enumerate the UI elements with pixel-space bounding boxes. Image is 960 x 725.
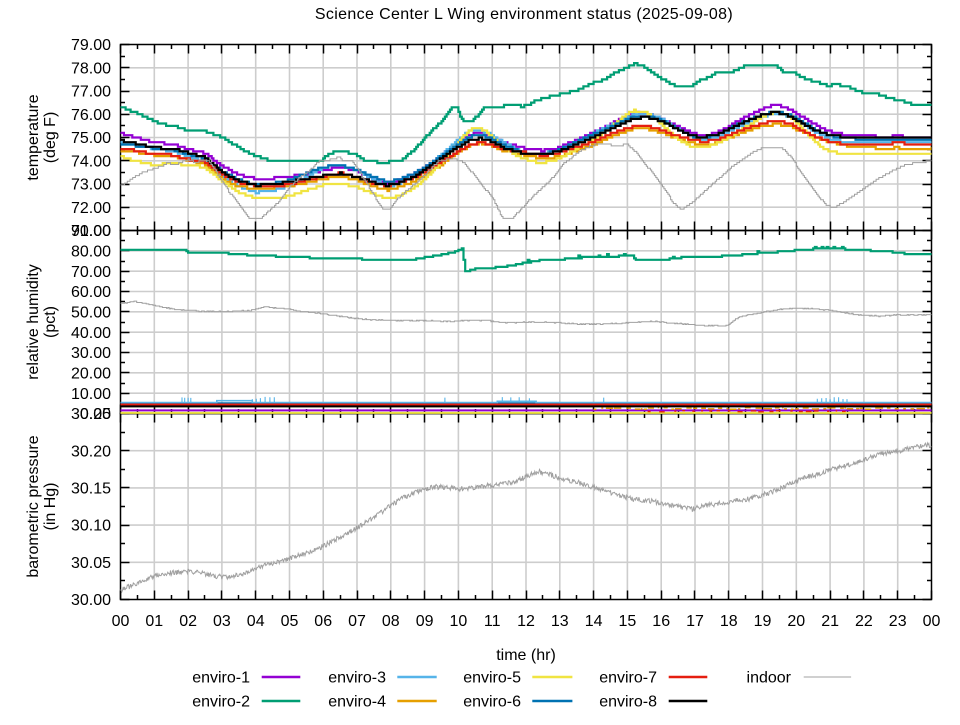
svg-text:30.20: 30.20: [71, 443, 111, 460]
svg-text:04: 04: [247, 613, 265, 630]
svg-text:00: 00: [112, 613, 130, 630]
svg-text:Science Center L Wing environm: Science Center L Wing environment status…: [315, 6, 733, 23]
svg-text:relative humidity: relative humidity: [25, 264, 42, 380]
svg-text:30.05: 30.05: [71, 555, 111, 572]
svg-text:19: 19: [754, 613, 772, 630]
svg-text:20.00: 20.00: [71, 365, 111, 382]
svg-text:enviro-1: enviro-1: [192, 670, 250, 687]
svg-text:30.15: 30.15: [71, 481, 111, 498]
svg-text:(pct): (pct): [42, 306, 59, 338]
svg-text:21: 21: [821, 613, 839, 630]
svg-text:enviro-3: enviro-3: [328, 670, 386, 687]
svg-text:indoor: indoor: [747, 670, 792, 687]
svg-text:10: 10: [450, 613, 468, 630]
svg-text:14: 14: [585, 613, 603, 630]
svg-text:23: 23: [889, 613, 907, 630]
svg-text:78.00: 78.00: [71, 60, 111, 77]
svg-text:03: 03: [213, 613, 231, 630]
svg-text:73.00: 73.00: [71, 177, 111, 194]
svg-text:79.00: 79.00: [71, 37, 111, 54]
svg-text:0.00: 0.00: [80, 406, 111, 423]
svg-text:temperature: temperature: [25, 94, 42, 180]
svg-text:30.10: 30.10: [71, 518, 111, 535]
svg-text:02: 02: [179, 613, 197, 630]
svg-text:18: 18: [720, 613, 738, 630]
svg-text:77.00: 77.00: [71, 84, 111, 101]
svg-text:30.00: 30.00: [71, 345, 111, 362]
svg-text:05: 05: [281, 613, 299, 630]
svg-text:30.00: 30.00: [71, 592, 111, 609]
svg-text:10.00: 10.00: [71, 386, 111, 403]
svg-text:(deg F): (deg F): [42, 112, 59, 164]
svg-text:16: 16: [652, 613, 670, 630]
svg-text:80.00: 80.00: [71, 243, 111, 260]
svg-text:barometric pressure: barometric pressure: [25, 435, 42, 577]
svg-text:08: 08: [382, 613, 400, 630]
svg-text:01: 01: [145, 613, 163, 630]
svg-text:15: 15: [619, 613, 637, 630]
svg-text:60.00: 60.00: [71, 284, 111, 301]
svg-text:20: 20: [787, 613, 805, 630]
svg-text:enviro-7: enviro-7: [599, 670, 657, 687]
svg-text:75.00: 75.00: [71, 130, 111, 147]
svg-text:74.00: 74.00: [71, 153, 111, 170]
svg-text:(in Hg): (in Hg): [42, 482, 59, 530]
svg-text:enviro-2: enviro-2: [192, 694, 250, 711]
svg-text:17: 17: [686, 613, 704, 630]
svg-text:time (hr): time (hr): [496, 647, 556, 664]
svg-text:06: 06: [314, 613, 332, 630]
svg-text:12: 12: [517, 613, 535, 630]
svg-text:enviro-6: enviro-6: [463, 694, 521, 711]
svg-text:enviro-8: enviro-8: [599, 694, 657, 711]
svg-text:90.00: 90.00: [71, 223, 111, 240]
svg-text:11: 11: [484, 613, 501, 630]
svg-text:09: 09: [416, 613, 434, 630]
svg-text:50.00: 50.00: [71, 304, 111, 321]
svg-text:13: 13: [551, 613, 569, 630]
svg-text:07: 07: [348, 613, 366, 630]
svg-text:enviro-4: enviro-4: [328, 694, 386, 711]
svg-text:30.25: 30.25: [71, 406, 111, 423]
svg-text:72.00: 72.00: [71, 200, 111, 217]
svg-text:71.00: 71.00: [71, 223, 111, 240]
svg-text:40.00: 40.00: [71, 325, 111, 342]
svg-text:enviro-5: enviro-5: [463, 670, 521, 687]
svg-text:22: 22: [855, 613, 873, 630]
svg-text:76.00: 76.00: [71, 107, 111, 124]
svg-text:00: 00: [923, 613, 941, 630]
svg-text:70.00: 70.00: [71, 264, 111, 281]
